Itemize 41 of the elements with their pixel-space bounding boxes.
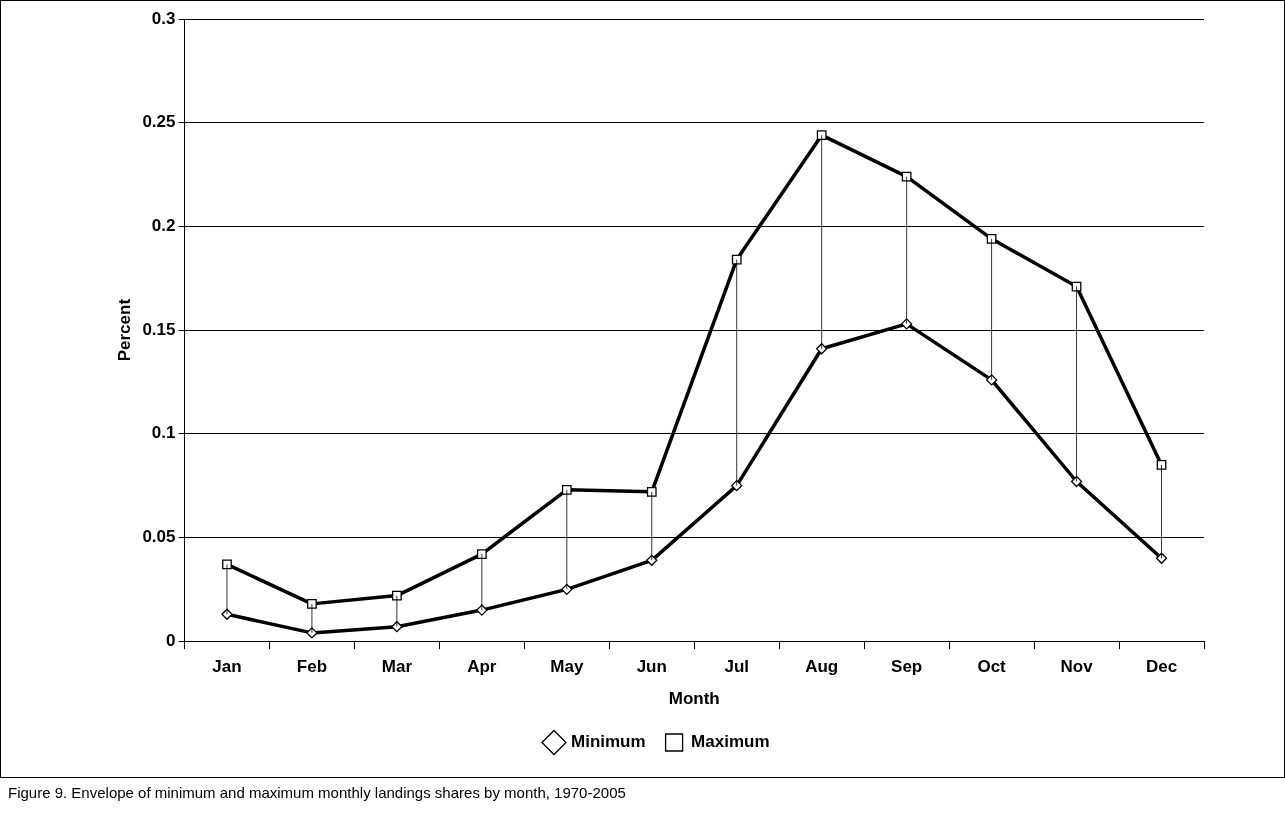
point [1155,552,1168,564]
point [816,130,827,141]
point [307,598,317,609]
x-tick-label: Mar [381,657,413,677]
point [731,480,743,492]
x-tick-label: Apr [467,657,497,677]
point [1156,460,1167,470]
point [646,554,658,566]
x-tick-label: Sep [891,657,923,677]
x-axis-title: Month [668,689,720,709]
x-tick-label: Oct [977,657,1007,677]
point [476,604,488,616]
point [901,171,912,182]
x-tick-label: Jul [724,657,749,677]
point [986,233,997,244]
y-axis-title: Percent [114,298,134,362]
x-tick-label: Aug [805,657,839,677]
point [561,484,572,495]
point [985,374,998,386]
x-tick-label: Jun [636,657,667,677]
x-tick-label: May [550,657,584,677]
legend-label: Maximum [691,732,770,752]
y-tick-label: 0.1 [151,423,176,443]
y-tick-label: 0.2 [151,216,176,236]
point [476,549,487,559]
y-tick-label: 0.05 [142,527,176,547]
point [731,254,742,265]
y-tick-label: 0.25 [142,112,176,132]
y-tick-label: 0 [166,630,176,650]
y-tick-label: 0.3 [151,8,176,28]
caption: Figure 9. Envelope of minimum and maximum monthly landings shares by month, 1970-2005 [8,784,626,801]
x-tick-label: Feb [296,657,328,677]
point [561,583,573,595]
x-tick-label: Dec [1145,657,1178,677]
point [816,343,828,355]
point [900,318,913,330]
x-tick-label: Nov [1060,657,1094,677]
point [646,486,657,497]
x-tick-label: Jan [212,657,242,677]
y-tick-label: 0.15 [142,319,176,339]
legend-label: Minimum [570,732,646,752]
